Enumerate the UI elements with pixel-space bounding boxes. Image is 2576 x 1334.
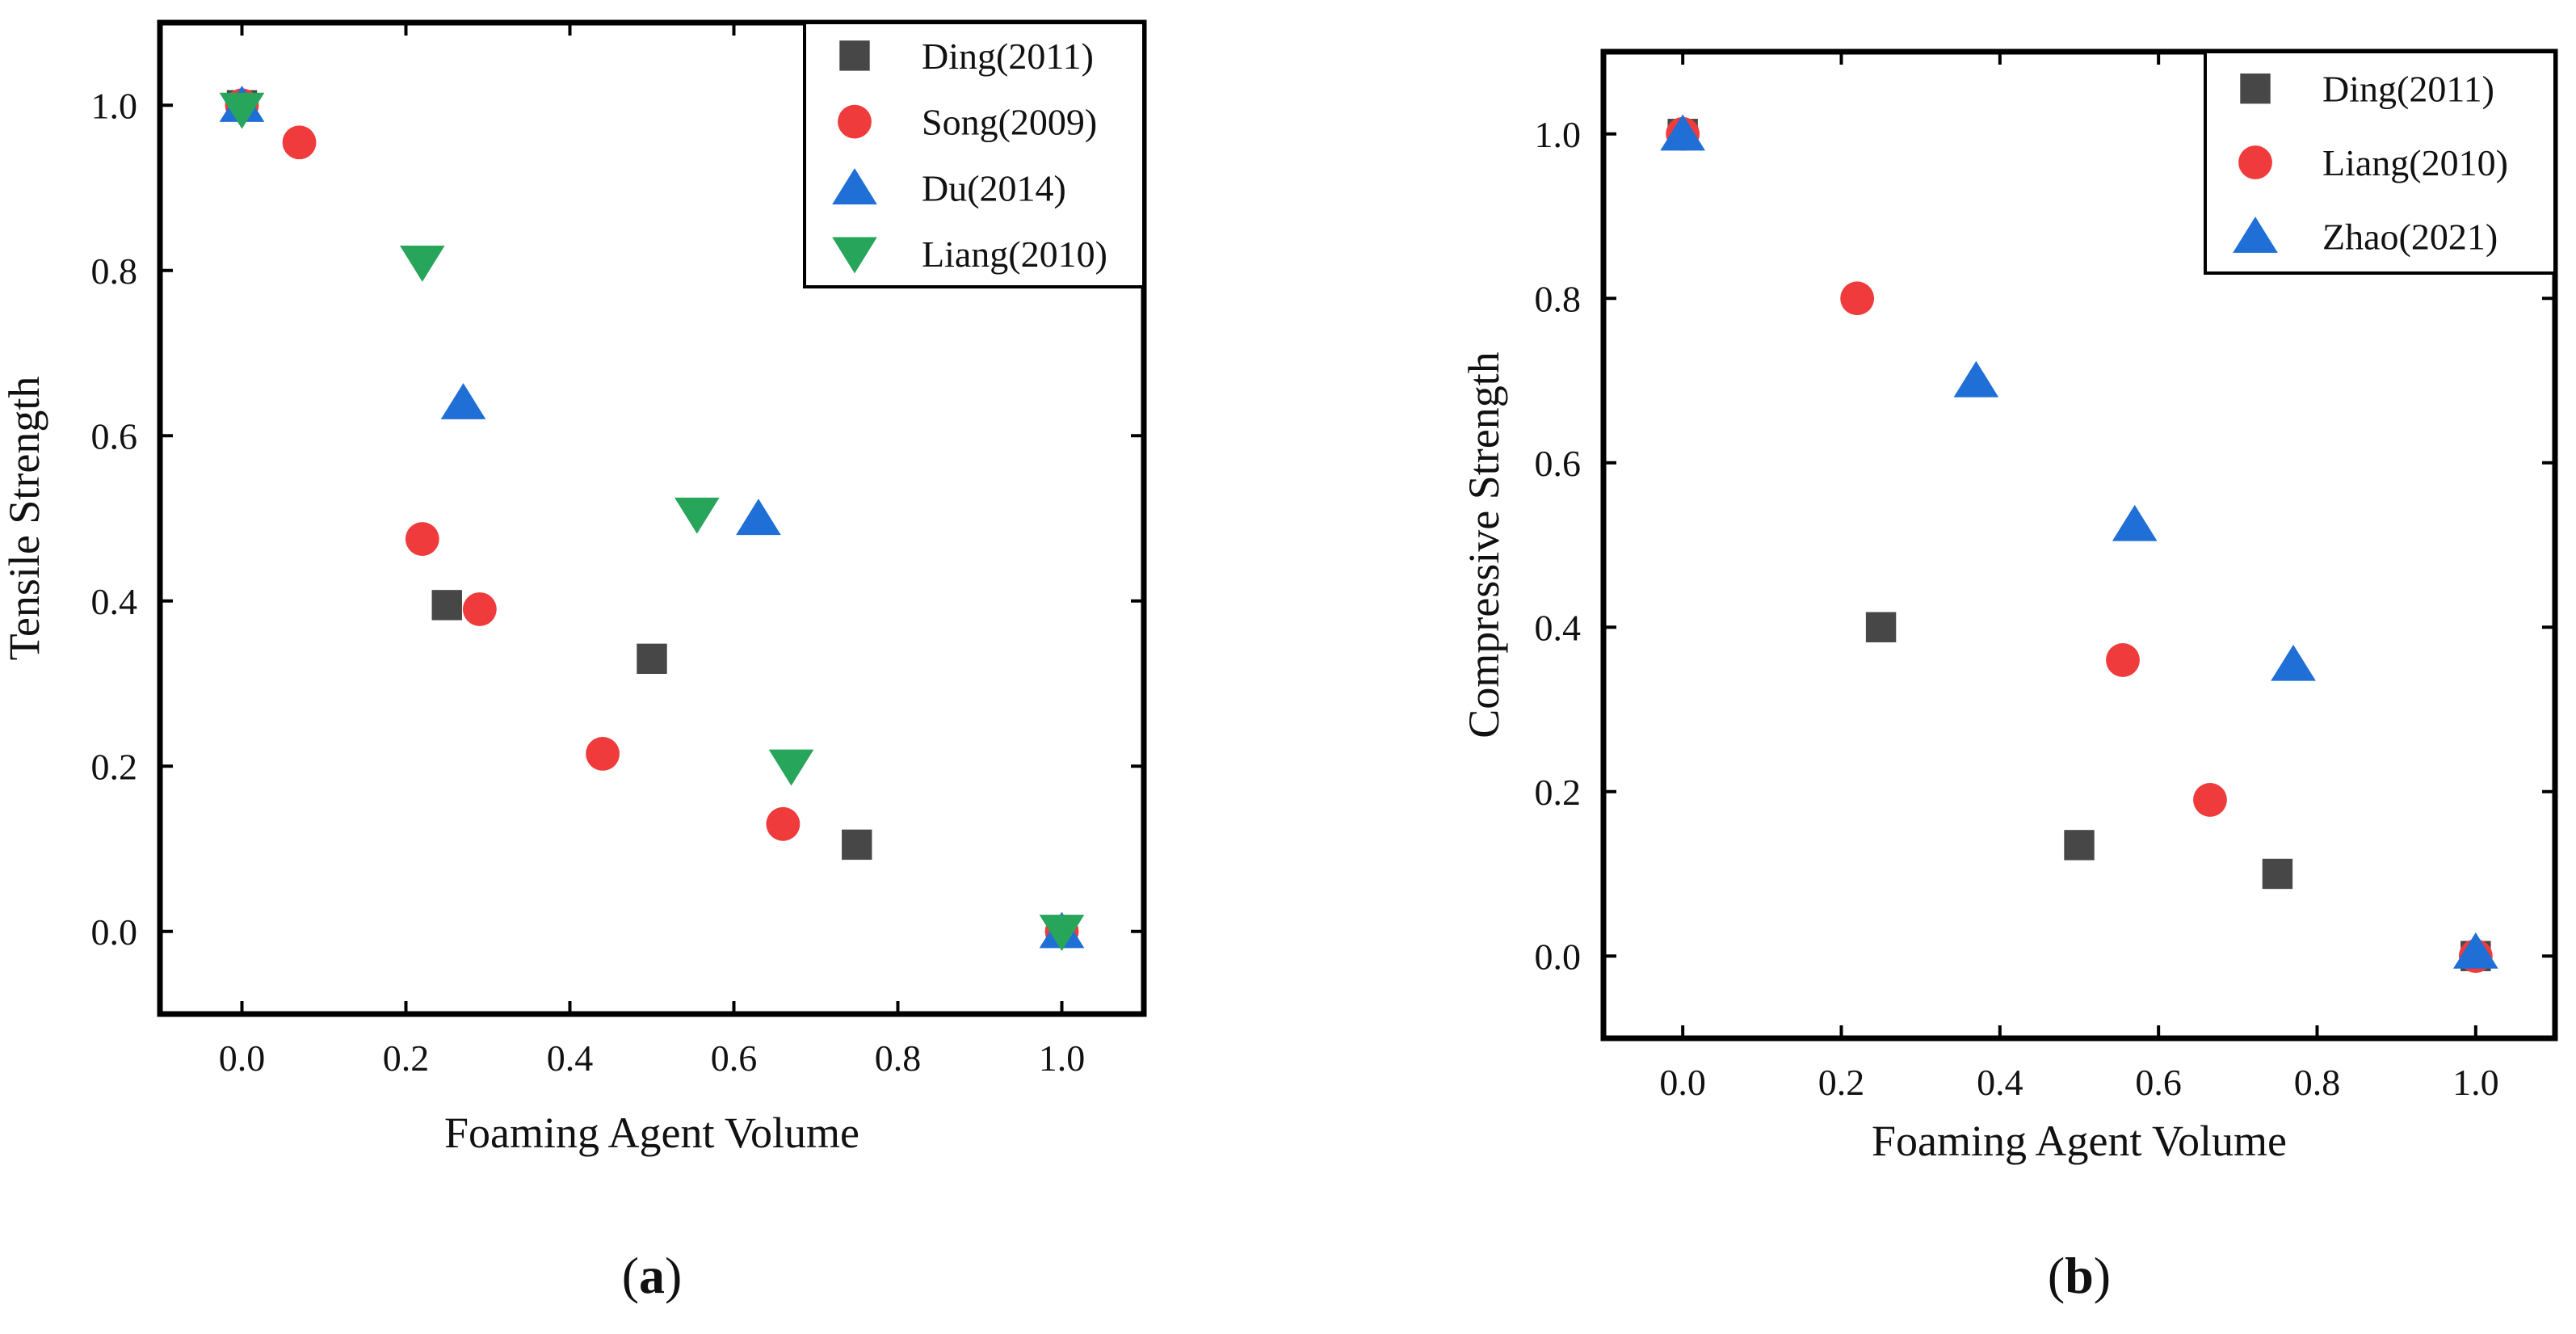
legend-label: Song(2009) [922, 102, 1097, 143]
legend-label: Ding(2011) [2322, 69, 2494, 110]
legend-label: Liang(2010) [2322, 142, 2508, 183]
x-tick-label: 0.4 [1977, 1062, 2023, 1103]
legend-marker [832, 168, 877, 204]
data-point [768, 749, 814, 786]
legend-marker [2238, 145, 2272, 179]
data-point [2262, 858, 2293, 890]
legend-marker [839, 40, 870, 71]
x-tick-label: 1.0 [1039, 1037, 1086, 1079]
data-point [1953, 360, 1999, 398]
panel-label: (a) [622, 1247, 683, 1304]
y-tick-label: 0.2 [1535, 772, 1582, 813]
data-point [2106, 643, 2140, 677]
y-tick-label: 1.0 [1535, 114, 1582, 155]
data-point [431, 590, 462, 621]
y-tick-label: 0.0 [1535, 936, 1582, 977]
plot-frame [1600, 48, 2558, 1042]
legend-marker [832, 237, 877, 274]
data-point [399, 245, 445, 282]
y-axis-title: Tensile Strength [0, 377, 48, 661]
y-tick-label: 1.0 [91, 85, 138, 126]
y-tick-label: 0.2 [91, 746, 138, 787]
y-axis-title: Compressive Strength [1460, 351, 1508, 738]
legend-label: Du(2014) [922, 167, 1066, 208]
data-point [2193, 783, 2227, 817]
x-tick-label: 0.6 [2135, 1062, 2182, 1103]
data-point [405, 522, 439, 556]
y-tick-label: 0.6 [91, 415, 138, 457]
x-tick-label: 0.0 [1659, 1062, 1706, 1103]
data-point [1660, 114, 1705, 151]
y-tick-label: 0.0 [91, 911, 138, 953]
data-point [586, 737, 620, 771]
panel-label: (b) [2048, 1247, 2111, 1304]
data-point [1039, 915, 1085, 951]
data-point [674, 497, 720, 534]
y-tick-label: 0.4 [1535, 607, 1582, 648]
data-point [1865, 612, 1897, 642]
y-tick-label: 0.6 [1535, 443, 1582, 484]
data-point [1840, 281, 1875, 316]
data-point [736, 499, 781, 536]
x-tick-label: 0.0 [219, 1037, 266, 1079]
data-point [2112, 504, 2158, 541]
plot-frame [157, 19, 1147, 1017]
legend-marker [838, 104, 872, 139]
data-point [282, 125, 317, 160]
x-axis-title: Foaming Agent Volume [444, 1109, 859, 1157]
y-tick-label: 0.8 [1535, 278, 1582, 319]
legend-label: Liang(2010) [922, 234, 1107, 275]
data-point [219, 92, 265, 129]
legend-label: Ding(2011) [922, 36, 1094, 77]
x-tick-label: 0.8 [2294, 1062, 2341, 1103]
panel-b: 0.0 0.0 0.2 0.2 0.4 0.4 0.6 0.6 0.8 0.8 1.0 1.0 Foam… [1460, 48, 2558, 1304]
panel-a: 0.0 0.0 0.2 0.2 0.4 0.4 0.6 0.6 0.8 0.8 1.0 1.0 Foam… [0, 19, 1147, 1304]
legend-marker [2233, 217, 2278, 253]
x-tick-label: 0.4 [547, 1037, 594, 1079]
legend-label: Zhao(2021) [2322, 216, 2498, 257]
x-tick-label: 1.0 [2452, 1062, 2499, 1103]
x-axis-title: Foaming Agent Volume [1872, 1117, 2287, 1165]
y-tick-label: 0.4 [91, 581, 138, 622]
x-tick-label: 0.2 [383, 1037, 430, 1079]
data-point [440, 383, 486, 419]
data-point [462, 592, 497, 626]
data-point [842, 829, 872, 861]
data-point [2064, 830, 2095, 861]
x-tick-label: 0.8 [875, 1037, 922, 1079]
data-point [766, 806, 801, 841]
y-tick-label: 0.8 [91, 250, 138, 292]
x-tick-label: 0.2 [1818, 1062, 1865, 1103]
legend-marker [2240, 73, 2271, 104]
data-point [2271, 644, 2316, 681]
x-tick-label: 0.6 [711, 1037, 758, 1079]
data-point [637, 643, 667, 675]
data-point [2453, 932, 2498, 969]
